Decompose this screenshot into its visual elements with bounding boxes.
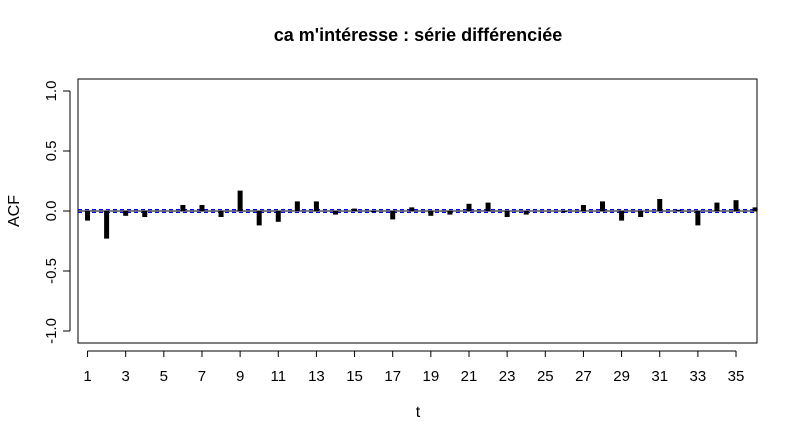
x-tick-label: 19 [423, 368, 440, 385]
x-tick-label: 3 [122, 368, 130, 385]
x-tick-label: 35 [728, 368, 745, 385]
x-axis-label: t [416, 404, 421, 421]
y-tick-label: 1.0 [43, 81, 60, 102]
x-tick-label: 23 [499, 368, 516, 385]
x-tick-label: 31 [651, 368, 668, 385]
x-tick-label: 29 [613, 368, 630, 385]
y-tick-label: -0.5 [43, 258, 60, 284]
x-tick-label: 7 [198, 368, 206, 385]
x-tick-label: 9 [236, 368, 244, 385]
y-tick-label: -1.0 [43, 318, 60, 344]
x-tick-label: 13 [308, 368, 325, 385]
y-tick-label: 0.0 [43, 201, 60, 222]
chart-title: ca m'intéresse : série différenciée [274, 25, 562, 45]
y-axis-label: ACF [6, 195, 23, 227]
y-tick-label: 0.5 [43, 141, 60, 162]
x-tick-label: 21 [461, 368, 478, 385]
x-tick-label: 27 [575, 368, 592, 385]
x-tick-label: 17 [384, 368, 401, 385]
x-tick-label: 15 [346, 368, 363, 385]
x-tick-label: 33 [690, 368, 707, 385]
x-tick-label: 5 [160, 368, 168, 385]
x-axis: 1 3 5 7 9 11 13 15 17 19 21 23 25 27 29 31 33 35 [83, 350, 745, 385]
x-tick-label: 11 [270, 368, 286, 385]
y-axis: -1.0 -0.5 0.0 0.5 1.0 [43, 81, 71, 344]
x-tick-label: 25 [537, 368, 554, 385]
x-tick-label: 1 [83, 368, 91, 385]
chart-marks [78, 190, 758, 239]
